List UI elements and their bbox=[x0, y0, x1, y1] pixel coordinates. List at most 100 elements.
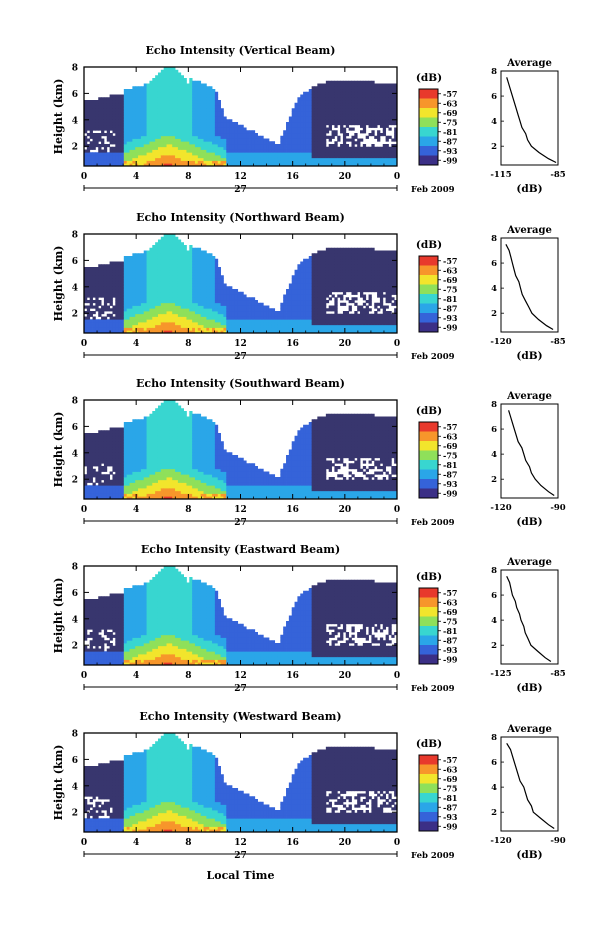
heatmap-cell bbox=[163, 316, 167, 320]
heatmap-cell bbox=[360, 108, 364, 112]
heatmap-cell bbox=[203, 133, 207, 137]
heatmap-cell bbox=[177, 247, 182, 251]
heatmap-cell bbox=[180, 78, 184, 82]
heatmap-cell bbox=[226, 160, 230, 164]
heatmap-cell bbox=[263, 330, 267, 334]
heatmap-cell bbox=[183, 280, 187, 284]
heatmap-cell bbox=[115, 322, 119, 326]
heatmap-cell bbox=[172, 316, 176, 320]
heatmap-cell bbox=[334, 327, 338, 331]
heatmap-cell bbox=[132, 163, 136, 167]
heatmap-cell bbox=[334, 316, 338, 320]
heatmap-cell bbox=[220, 289, 224, 293]
heatmap-cell bbox=[103, 102, 108, 106]
heatmap-cell bbox=[200, 253, 204, 257]
heatmap-cell bbox=[152, 105, 156, 109]
heatmap-cell bbox=[368, 94, 372, 98]
heatmap-cell bbox=[300, 133, 304, 137]
heatmap-cell bbox=[103, 300, 108, 304]
heatmap-cell bbox=[203, 324, 207, 328]
heatmap-cell bbox=[340, 302, 344, 306]
heatmap-cell bbox=[337, 122, 341, 126]
heatmap-cell bbox=[189, 124, 193, 128]
heatmap-cell bbox=[186, 138, 190, 142]
heatmap-cell bbox=[217, 294, 221, 298]
heatmap-cell bbox=[123, 278, 128, 282]
heatmap-cell bbox=[297, 275, 301, 279]
heatmap-cell bbox=[246, 163, 250, 167]
heatmap-cell bbox=[194, 258, 199, 262]
heatmap-cell bbox=[286, 146, 290, 150]
heatmap-cell bbox=[109, 119, 113, 123]
heatmap-cell bbox=[311, 286, 315, 290]
heatmap-cell bbox=[95, 275, 99, 279]
heatmap-cell bbox=[291, 127, 295, 131]
heatmap-cell bbox=[146, 89, 150, 93]
heatmap-cell bbox=[314, 89, 318, 93]
heatmap-cell bbox=[101, 144, 105, 148]
heatmap-cell bbox=[89, 105, 93, 109]
heatmap-cell bbox=[331, 278, 335, 282]
heatmap-cell bbox=[157, 144, 162, 148]
heatmap-cell bbox=[391, 155, 395, 159]
heatmap-cell bbox=[357, 152, 361, 156]
heatmap-cell bbox=[86, 330, 91, 334]
heatmap-cell bbox=[291, 138, 295, 142]
heatmap-cell bbox=[152, 300, 156, 304]
heatmap-cell bbox=[120, 294, 125, 298]
heatmap-cell bbox=[186, 278, 190, 282]
heatmap-cell bbox=[98, 124, 102, 128]
heatmap-cell bbox=[166, 133, 170, 137]
heatmap-cell bbox=[368, 108, 372, 112]
heatmap-cell bbox=[166, 245, 170, 249]
heatmap-cell bbox=[305, 94, 310, 98]
heatmap-cell bbox=[297, 130, 301, 134]
heatmap-cell bbox=[197, 113, 202, 117]
heatmap-cell bbox=[331, 247, 335, 251]
heatmap-cell bbox=[311, 322, 315, 326]
heatmap-cell bbox=[103, 113, 108, 117]
heatmap-cell bbox=[189, 83, 193, 87]
heatmap-cell bbox=[325, 267, 330, 271]
heatmap-cell bbox=[311, 116, 315, 120]
heatmap-cell bbox=[391, 163, 395, 167]
heatmap-cell bbox=[177, 245, 182, 249]
heatmap-cell bbox=[143, 91, 147, 95]
heatmap-cell bbox=[294, 163, 298, 167]
heatmap-cell bbox=[175, 91, 179, 95]
heatmap-cell bbox=[297, 152, 301, 156]
heatmap-cell bbox=[140, 302, 145, 306]
heatmap-cell bbox=[203, 122, 207, 126]
heatmap-cell bbox=[155, 269, 159, 273]
heatmap-cell bbox=[192, 141, 196, 145]
heatmap-cell bbox=[246, 157, 250, 161]
heatmap-cell bbox=[180, 256, 184, 260]
heatmap-cell bbox=[129, 127, 133, 131]
heatmap-cell bbox=[132, 130, 136, 134]
heatmap-cell bbox=[152, 319, 156, 323]
heatmap-cell bbox=[175, 127, 179, 131]
heatmap-cell bbox=[263, 308, 267, 312]
heatmap-cell bbox=[109, 160, 113, 164]
heatmap-cell bbox=[155, 91, 159, 95]
heatmap-cell bbox=[172, 133, 176, 137]
heatmap-cell bbox=[109, 100, 113, 104]
heatmap-cell bbox=[331, 94, 335, 98]
heatmap-cell bbox=[155, 330, 159, 334]
heatmap-cell bbox=[246, 149, 250, 153]
heatmap-cell bbox=[311, 149, 315, 153]
heatmap-cell bbox=[288, 308, 293, 312]
heatmap-cell bbox=[382, 91, 387, 95]
heatmap-cell bbox=[337, 135, 341, 139]
heatmap-cell bbox=[183, 311, 187, 315]
heatmap-cell bbox=[189, 297, 193, 301]
heatmap-cell bbox=[385, 100, 389, 104]
heatmap-cell bbox=[217, 275, 221, 279]
heatmap-cell bbox=[129, 311, 133, 315]
heatmap-cell bbox=[237, 302, 241, 306]
heatmap-cell bbox=[149, 330, 153, 334]
heatmap-cell bbox=[229, 149, 233, 153]
heatmap-cell bbox=[362, 113, 367, 117]
heatmap-cell bbox=[95, 308, 99, 312]
heatmap-cell bbox=[354, 133, 358, 137]
